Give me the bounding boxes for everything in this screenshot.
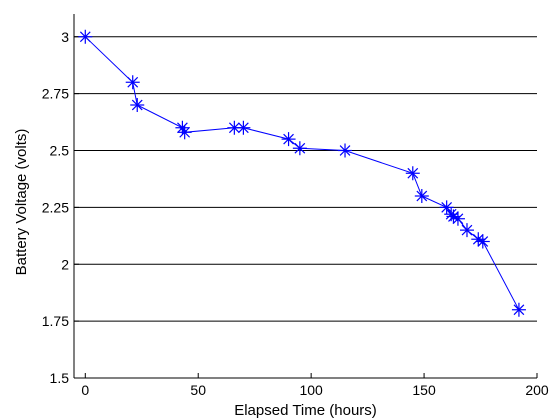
x-axis-ticks: 0 50 100 150 200: [81, 373, 549, 398]
y-tick-label: 3: [61, 29, 69, 45]
axes: [73, 14, 537, 379]
data-point-marker: [459, 223, 474, 238]
y-axis-ticks: 1.5 1.75 2 2.25 2.5 2.75 3: [42, 29, 79, 386]
data-point-marker: [414, 189, 429, 203]
data-point-marker: [236, 120, 251, 135]
data-point-marker: [281, 132, 296, 147]
x-tick-label: 150: [412, 382, 436, 398]
data-series: [78, 29, 526, 317]
data-point-marker: [177, 125, 192, 140]
y-tick-label: 2.5: [50, 143, 70, 159]
data-point-marker: [292, 141, 307, 156]
y-tick-label: 1.5: [50, 370, 70, 386]
data-point-marker: [450, 211, 465, 226]
data-point-marker: [78, 29, 93, 44]
y-axis-label: Battery Voltage (volts): [13, 129, 30, 276]
data-point-marker: [475, 234, 490, 249]
series-line: [84, 36, 520, 311]
data-point-marker: [511, 302, 526, 317]
x-tick-label: 100: [299, 382, 323, 398]
data-point-marker: [125, 75, 140, 90]
data-point-marker: [130, 98, 145, 112]
y-tick-label: 2: [61, 256, 69, 272]
data-point-marker: [405, 166, 420, 181]
data-point-marker: [338, 143, 353, 158]
y-tick-label: 1.75: [42, 313, 69, 329]
y-tick-label: 2.75: [42, 86, 69, 102]
x-axis-label: Elapsed Time (hours): [234, 402, 377, 419]
gridlines: [74, 36, 537, 322]
y-tick-label: 2.25: [42, 199, 69, 215]
x-tick-label: 50: [190, 382, 206, 398]
x-tick-label: 0: [81, 382, 89, 398]
x-tick-label: 200: [525, 382, 549, 398]
